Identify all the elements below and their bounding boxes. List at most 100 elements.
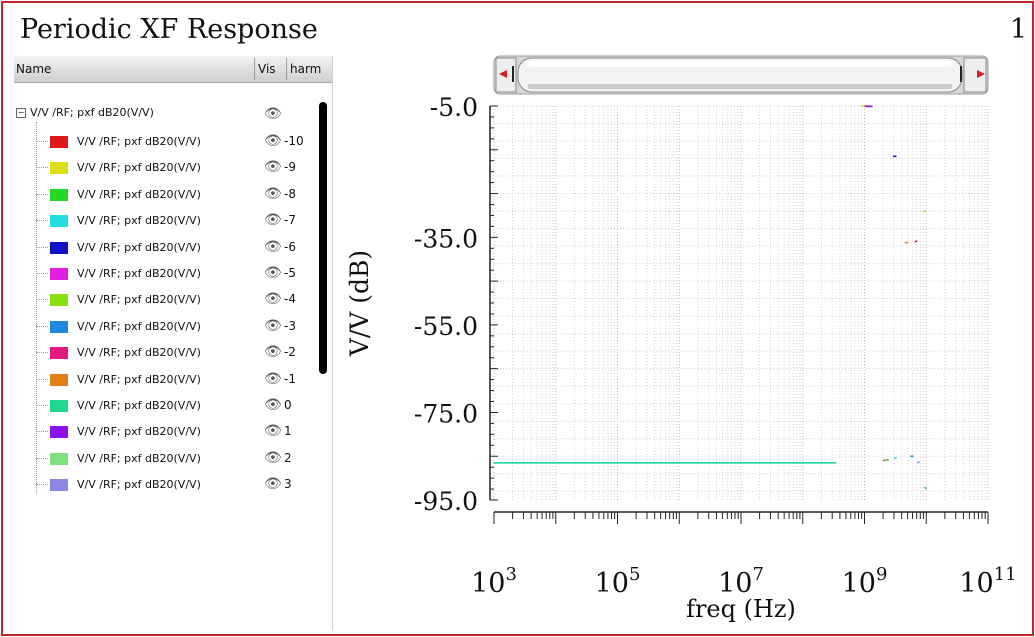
harmonic-value: 1: [284, 424, 292, 439]
tree-connector: [36, 378, 48, 380]
tree-connector: [36, 246, 48, 248]
color-swatch: [50, 426, 68, 439]
harmonic-value: 0: [284, 398, 292, 412]
harmonic-value: 2: [284, 450, 292, 465]
eye-icon[interactable]: 👁: [264, 238, 282, 255]
y-axis-label: V/V (dB): [345, 250, 374, 357]
legend-item-label: V/V /RF; pxf dB20(V/V): [77, 346, 201, 360]
tree-connector: [36, 273, 48, 274]
tree-connector: [36, 167, 48, 169]
harmonic-value: -9: [284, 160, 296, 175]
eye-icon[interactable]: 👁: [264, 265, 282, 281]
legend-header: Name Vis harm: [14, 56, 332, 83]
legend-item-label: V/V /RF; pxf dB20(V/V): [77, 187, 201, 201]
eye-icon[interactable]: 👁: [264, 106, 282, 122]
legend-item-label: V/V /RF; pxf dB20(V/V): [77, 478, 201, 492]
collapse-icon[interactable]: −: [16, 108, 26, 118]
color-swatch: [50, 162, 68, 175]
y-tick-label: -75.0: [414, 399, 478, 428]
eye-icon[interactable]: 👁: [264, 133, 282, 149]
color-swatch: [50, 215, 68, 228]
eye-icon[interactable]: 👁: [264, 212, 282, 229]
column-header-harm[interactable]: harm: [290, 62, 322, 76]
parent-label: V/V /RF; pxf dB20(V/V): [30, 106, 154, 119]
tree-connector: [36, 193, 48, 195]
color-swatch: [50, 188, 68, 201]
harmonic-value: -5: [284, 266, 296, 280]
tree-connector: [36, 457, 48, 459]
tree-connector: [36, 141, 48, 142]
harmonic-value: -6: [284, 239, 296, 254]
color-swatch: [50, 241, 68, 254]
harmonic-value: -1: [284, 371, 296, 386]
legend-item-label: V/V /RF; pxf dB20(V/V): [77, 135, 201, 148]
y-tick-label: -5.0: [430, 93, 478, 122]
tree-connector: [36, 325, 48, 327]
color-swatch: [50, 347, 68, 360]
series-line-harm--1: [904, 241, 909, 244]
tree-connector: [36, 122, 37, 494]
y-tick-label: -35.0: [414, 224, 478, 253]
tree-connector: [36, 220, 48, 222]
harmonic-value: 3: [284, 477, 292, 492]
legend-item-label: V/V /RF; pxf dB20(V/V): [77, 451, 201, 465]
legend-item-label: V/V /RF; pxf dB20(V/V): [77, 425, 201, 439]
tree-connector: [36, 405, 48, 406]
legend-item-label: V/V /RF; pxf dB20(V/V): [77, 372, 201, 386]
legend-item-label: V/V /RF; pxf dB20(V/V): [77, 214, 201, 228]
legend-parent-row[interactable]: − V/V /RF; pxf dB20(V/V): [16, 106, 154, 122]
color-swatch: [50, 268, 68, 280]
eye-icon[interactable]: 👁: [264, 291, 282, 308]
legend-item-label: V/V /RF; pxf dB20(V/V): [77, 161, 201, 175]
x-tick-label: 109: [842, 564, 888, 599]
y-tick-label: -95.0: [414, 487, 478, 516]
x-range-slider[interactable]: [493, 55, 989, 95]
column-separator[interactable]: [254, 58, 255, 80]
scroll-left-icon: [499, 70, 507, 78]
scroll-right-icon: [977, 70, 985, 78]
harmonic-value: -10: [284, 134, 304, 148]
color-swatch: [50, 400, 68, 412]
tree-connector: [36, 299, 48, 301]
legend-scrollbar[interactable]: [319, 102, 327, 374]
legend-item-label: V/V /RF; pxf dB20(V/V): [77, 240, 201, 254]
eye-icon[interactable]: 👁: [264, 423, 282, 440]
color-swatch: [50, 136, 68, 148]
eye-icon[interactable]: 👁: [264, 159, 282, 176]
column-separator[interactable]: [286, 58, 287, 80]
color-swatch: [50, 320, 68, 333]
harmonic-value: -2: [284, 345, 296, 360]
legend-item-label: V/V /RF; pxf dB20(V/V): [77, 293, 201, 307]
legend-item-label: V/V /RF; pxf dB20(V/V): [77, 267, 201, 280]
series-line-harm--2: [914, 240, 918, 243]
eye-icon[interactable]: 👁: [264, 397, 282, 413]
tree-connector: [36, 484, 48, 486]
column-header-name[interactable]: Name: [16, 62, 52, 76]
eye-icon[interactable]: 👁: [264, 476, 282, 493]
column-header-vis[interactable]: Vis: [258, 62, 276, 76]
color-swatch: [50, 479, 68, 492]
eye-icon[interactable]: 👁: [264, 370, 282, 387]
tree-connector: [36, 431, 48, 433]
legend-item-label: V/V /RF; pxf dB20(V/V): [77, 399, 201, 412]
harmonic-value: -3: [284, 318, 296, 333]
harmonic-value: -4: [284, 292, 296, 307]
color-swatch: [50, 294, 68, 307]
y-tick-label: -55.0: [414, 312, 478, 341]
eye-icon[interactable]: 👁: [264, 317, 282, 334]
x-tick-label: 105: [595, 564, 641, 599]
legend-item-label: V/V /RF; pxf dB20(V/V): [77, 319, 201, 333]
color-swatch: [50, 373, 68, 386]
series-line-harm--8: [924, 486, 927, 490]
x-tick-label: 1011: [959, 564, 1016, 599]
eye-icon[interactable]: 👁: [264, 344, 282, 361]
page-number: 1: [1009, 14, 1027, 45]
eye-icon[interactable]: 👁: [264, 449, 282, 466]
legend-panel: Name Vis harm − V/V /RF; pxf dB20(V/V) 👁 …: [14, 56, 333, 631]
eye-icon[interactable]: 👁: [264, 185, 282, 202]
plot-background: [494, 106, 988, 500]
x-tick-label: 103: [471, 564, 517, 599]
harmonic-value: -8: [284, 186, 296, 201]
color-swatch: [50, 452, 68, 465]
